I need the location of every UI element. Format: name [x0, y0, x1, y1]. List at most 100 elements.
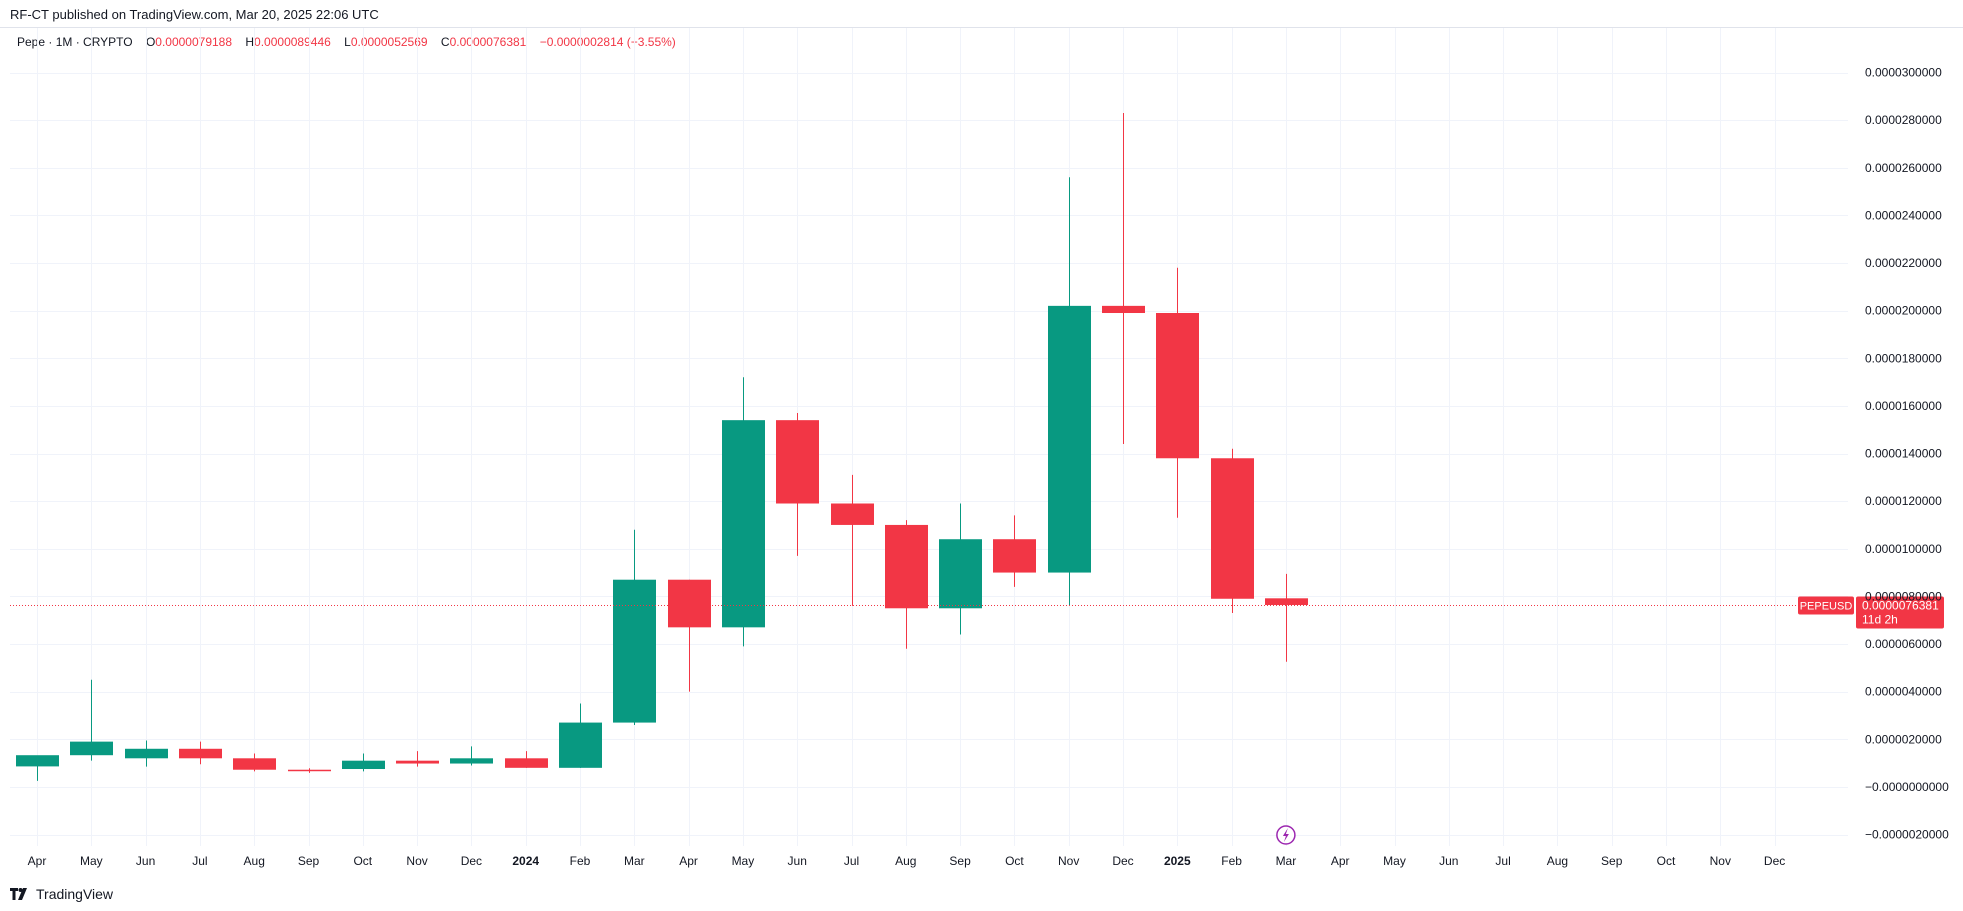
x-tick-label: Aug [895, 854, 916, 868]
candle-body [668, 579, 711, 628]
candle-body [125, 748, 168, 759]
candle-body [1265, 598, 1308, 605]
legend-symbol[interactable]: Pepe · 1M · CRYPTO [17, 35, 133, 49]
x-tick-label: Dec [461, 854, 482, 868]
y-tick-label: 0.0000260000 [1865, 161, 1942, 175]
legend-close-value: 0.0000076381 [449, 35, 527, 49]
candle-body [179, 748, 222, 759]
candle-body [70, 741, 113, 756]
x-tick-label: Apr [1331, 854, 1350, 868]
candle-body [831, 503, 874, 525]
x-tick-label: Sep [949, 854, 971, 868]
x-tick-label: Mar [1276, 854, 1297, 868]
candle-body [939, 539, 982, 609]
legend-open-label: O [145, 35, 156, 49]
x-tick-label: May [80, 854, 103, 868]
price-axis: 0.0000300000 0.0000280000 0.0000260000 0.00… [1865, 66, 1949, 842]
legend-high-label: H [245, 35, 255, 49]
tradingview-logo-icon [10, 888, 30, 900]
lightning-bolt-glyph [1282, 828, 1289, 842]
y-tick-label: 0.0000300000 [1865, 66, 1942, 80]
x-tick-label: Sep [1601, 854, 1623, 868]
candle-body [396, 760, 439, 764]
x-tick-label: Jul [844, 854, 859, 868]
y-tick-label: 0.0000180000 [1865, 351, 1942, 365]
candle-body [288, 769, 331, 772]
candle-body [993, 539, 1036, 573]
y-tick-label: 0.0000220000 [1865, 256, 1942, 270]
y-tick-label: 0.0000200000 [1865, 304, 1942, 318]
x-tick-label: Nov [1710, 854, 1731, 868]
x-tick-label: Oct [1005, 854, 1024, 868]
legend-low-value: 0.0000052569 [350, 35, 428, 49]
footer-brand-label: TradingView [36, 886, 114, 902]
y-tick-label: 0.0000080000 [1865, 589, 1942, 603]
x-tick-label: 2024 [512, 854, 539, 868]
event-layer [1276, 825, 1296, 845]
y-tick-label: 0.0000140000 [1865, 447, 1942, 461]
chart-grid [10, 28, 1848, 846]
y-tick-label: −0.0000020000 [1865, 828, 1949, 842]
symbol-tag: PEPEUSD [1800, 601, 1853, 613]
y-tick-label: 0.0000040000 [1865, 685, 1942, 699]
footer-brand[interactable]: TradingView [10, 886, 113, 902]
price-tag-bg [1856, 596, 1944, 629]
x-tick-label: Jul [192, 854, 207, 868]
y-tick-label: 0.0000240000 [1865, 208, 1942, 222]
x-tick-label: Jun [136, 854, 155, 868]
legend-change: −0.0000002814 (−3.55%) [539, 35, 676, 49]
x-tick-label: May [1383, 854, 1406, 868]
x-tick-label: Dec [1764, 854, 1785, 868]
y-tick-label: 0.0000120000 [1865, 494, 1942, 508]
header-divider [0, 27, 1963, 28]
x-tick-label: Jun [1439, 854, 1458, 868]
candle-body [1211, 458, 1254, 599]
candle-body [450, 758, 493, 764]
candle-body [233, 758, 276, 770]
y-tick-label: 0.0000100000 [1865, 542, 1942, 556]
x-tick-label: May [732, 854, 755, 868]
y-tick-label: 0.0000280000 [1865, 113, 1942, 127]
x-tick-label: Aug [1547, 854, 1568, 868]
candle-body [16, 755, 59, 767]
x-tick-label: Oct [1657, 854, 1676, 868]
x-tick-label: Aug [244, 854, 265, 868]
y-tick-label: 0.0000060000 [1865, 637, 1942, 651]
candle-body [1156, 313, 1199, 459]
y-tick-label: −0.0000000000 [1865, 780, 1949, 794]
candle-body [342, 760, 385, 770]
x-tick-label: Feb [1221, 854, 1242, 868]
price-tag-countdown: 11d 2h [1862, 613, 1898, 627]
price-tag-value: 0.0000076381 [1862, 599, 1939, 613]
x-tick-label: Apr [679, 854, 698, 868]
x-tick-label: Sep [298, 854, 320, 868]
candle-body [1102, 305, 1145, 314]
x-tick-label: Dec [1112, 854, 1133, 868]
time-axis: Apr May Jun Jul Aug Sep Oct Nov Dec 2024 Feb Mar Apr… [28, 854, 1786, 868]
x-tick-label: Jul [1495, 854, 1510, 868]
legend-open-value: 0.0000079188 [155, 35, 233, 49]
x-tick-label: Apr [28, 854, 47, 868]
ohlc-legend: Pepe · 1M · CRYPTO O0.0000079188 H0.0000… [17, 35, 676, 49]
publisher-line: RF-CT published on TradingView.com, Mar … [10, 7, 379, 22]
legend-low-label: L [344, 35, 351, 49]
y-tick-label: 0.0000160000 [1865, 399, 1942, 413]
candle-body [1048, 305, 1091, 573]
candle-body [722, 420, 765, 628]
x-tick-label: Oct [353, 854, 372, 868]
x-tick-label: 2025 [1164, 854, 1191, 868]
x-tick-label: Jun [788, 854, 807, 868]
candles-layer [16, 112, 1308, 781]
x-tick-label: Feb [570, 854, 591, 868]
candle-body [559, 722, 602, 768]
x-tick-label: Mar [624, 854, 645, 868]
candle-body [613, 579, 656, 723]
candle-body [885, 524, 928, 609]
legend-high-value: 0.0000089446 [254, 35, 331, 49]
x-tick-label: Nov [1058, 854, 1079, 868]
x-tick-label: Nov [406, 854, 427, 868]
symbol-tag-bg [1798, 596, 1854, 615]
y-tick-label: 0.0000020000 [1865, 732, 1942, 746]
